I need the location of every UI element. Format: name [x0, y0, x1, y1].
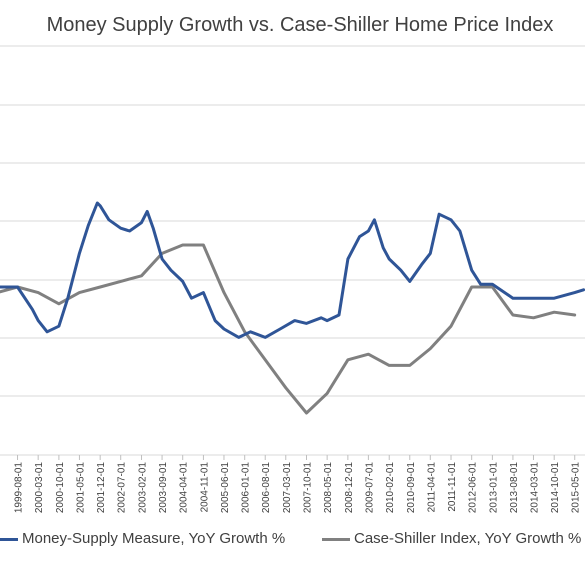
- x-tick-label-8: 2004-04-01: [179, 462, 190, 514]
- x-tick-label-25: 2014-03-01: [529, 462, 540, 514]
- x-tick-label-10: 2005-06-01: [220, 462, 231, 514]
- legend-label-money-supply: Money-Supply Measure, YoY Growth %: [22, 530, 286, 547]
- x-tick-label-1: 2000-03-01: [34, 462, 45, 514]
- x-axis-ticks: 1999-08-01 2000-03-01 2000-10-01 2001-05-01…: [14, 455, 582, 513]
- legend-item-case-shiller: Case-Shiller Index, YoY Growth %: [322, 530, 581, 547]
- x-tick-label-2: 2000-10-01: [55, 462, 66, 514]
- legend-label-case-shiller: Case-Shiller Index, YoY Growth %: [354, 530, 582, 547]
- x-tick-label-6: 2003-02-01: [138, 462, 149, 514]
- x-tick-label-26: 2014-10-01: [550, 462, 561, 514]
- x-tick-label-23: 2013-01-01: [488, 462, 499, 514]
- x-tick-label-12: 2006-08-01: [261, 462, 272, 514]
- x-tick-label-11: 2006-01-01: [241, 462, 252, 514]
- x-tick-label-24: 2013-08-01: [509, 462, 520, 514]
- legend-swatch-gray: [322, 537, 350, 541]
- x-tick-label-7: 2003-09-01: [158, 462, 169, 514]
- x-tick-label-0: 1999-08-01: [14, 462, 25, 514]
- x-tick-label-3: 2001-05-01: [75, 462, 86, 514]
- x-tick-label-14: 2007-10-01: [302, 462, 313, 514]
- x-tick-label-21: 2011-11-01: [447, 462, 458, 512]
- x-tick-label-20: 2011-04-01: [426, 462, 437, 513]
- chart-title: Money Supply Growth vs. Case-Shiller Hom…: [46, 14, 554, 36]
- x-tick-label-16: 2008-12-01: [344, 462, 355, 514]
- x-tick-label-17: 2009-07-01: [364, 462, 375, 514]
- series-lines: [0, 201, 585, 415]
- x-tick-label-27: 2015-05-01: [571, 462, 582, 514]
- gridlines: [0, 45, 585, 456]
- x-tick-label-19: 2010-09-01: [406, 462, 417, 514]
- x-tick-label-4: 2001-12-01: [96, 462, 107, 514]
- x-tick-label-13: 2007-03-01: [282, 462, 293, 514]
- x-tick-label-22: 2012-06-01: [468, 462, 479, 514]
- x-tick-label-18: 2010-02-01: [385, 462, 396, 514]
- x-tick-label-5: 2002-07-01: [117, 462, 128, 514]
- series-line-money-supply: [0, 201, 585, 339]
- legend-swatch-blue: [0, 537, 18, 541]
- x-tick-label-15: 2008-05-01: [323, 462, 334, 514]
- x-tick-label-9: 2004-11-01: [199, 462, 210, 513]
- legend-item-money-supply: Money-Supply Measure, YoY Growth %: [0, 530, 285, 547]
- series-line-case-shiller: [0, 243, 577, 415]
